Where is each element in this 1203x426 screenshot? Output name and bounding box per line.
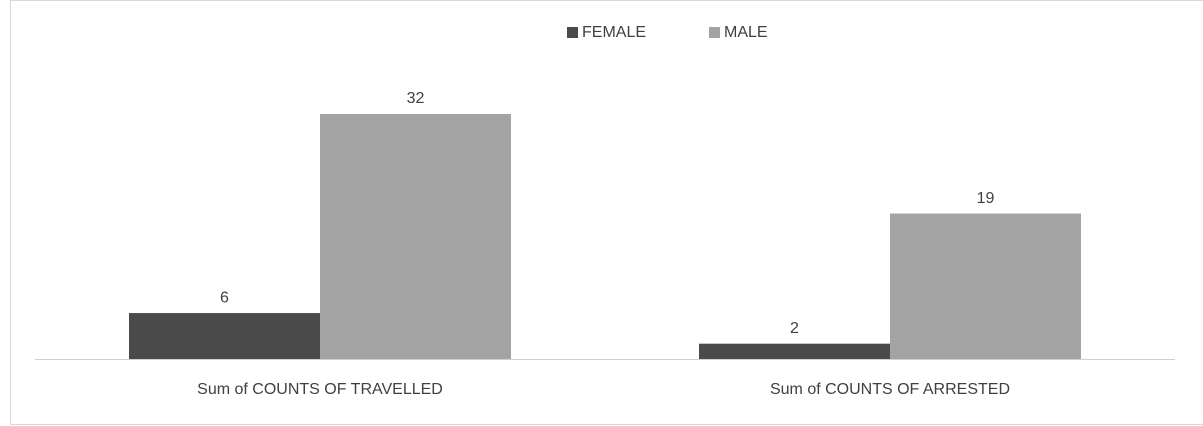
x-tick-label: Sum of COUNTS OF ARRESTED: [770, 381, 1010, 398]
bar: [699, 343, 890, 359]
data-label: 6: [220, 289, 229, 306]
bar: [890, 213, 1081, 359]
bar: [320, 114, 511, 359]
legend-label: MALE: [724, 24, 768, 41]
legend-label: FEMALE: [582, 24, 646, 41]
legend-swatch: [709, 27, 720, 38]
data-label: 32: [407, 90, 425, 107]
legend-swatch: [567, 27, 578, 38]
chart-frame: [10, 0, 1203, 425]
data-label: 2: [790, 320, 799, 337]
bar: [129, 313, 320, 359]
x-tick-label: Sum of COUNTS OF TRAVELLED: [197, 381, 443, 398]
data-label: 19: [977, 190, 995, 207]
